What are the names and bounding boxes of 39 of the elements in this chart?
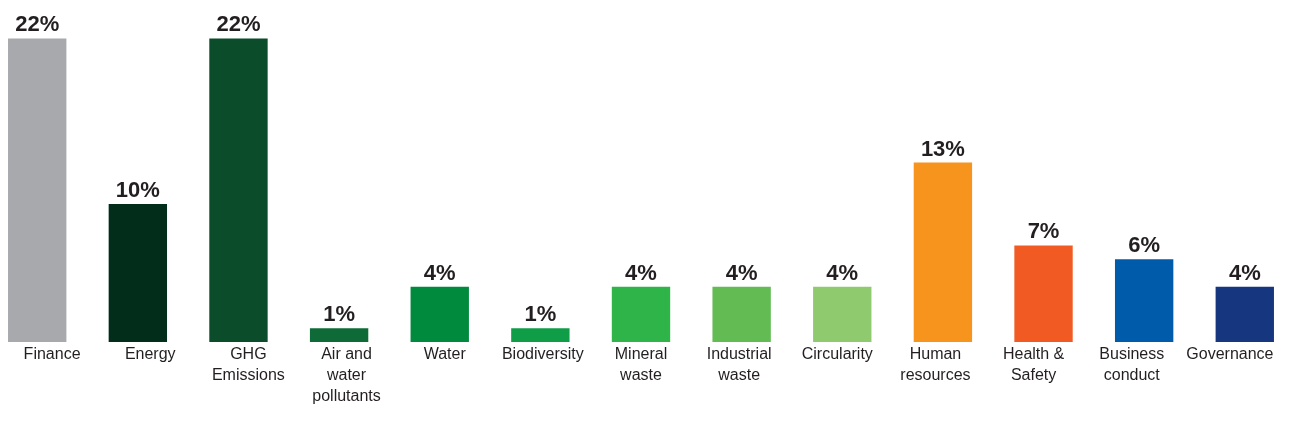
bar [1014, 245, 1073, 342]
x-tick-label: Business conduct [1099, 345, 1165, 383]
x-tick-label: Air and water pollutants [312, 345, 381, 404]
bar [1114, 259, 1174, 342]
data-label: 1% [323, 301, 356, 327]
x-tick-label: GHG Emissions [211, 345, 285, 383]
x-tick-label: Health & Safety [1002, 345, 1065, 383]
bar [813, 286, 872, 342]
data-label: 13% [920, 135, 965, 161]
x-tick-label: Circularity [801, 345, 873, 362]
data-label: 4% [625, 259, 657, 285]
x-tick-label: Industrial waste [706, 345, 772, 383]
x-tick-label: Water [423, 345, 467, 362]
bar [8, 38, 67, 342]
data-label: 4% [826, 259, 859, 285]
bar [410, 286, 469, 342]
data-label: 10% [115, 177, 160, 203]
bar [511, 328, 570, 342]
data-label: 22% [15, 11, 60, 37]
data-label: 4% [725, 259, 758, 285]
bar [712, 286, 771, 342]
bar [1215, 286, 1274, 342]
data-label: 4% [1228, 259, 1261, 285]
x-tick-label: Governance [1186, 345, 1274, 362]
x-tick-label: Biodiversity [501, 345, 584, 362]
bar [108, 204, 168, 342]
x-tick-label: Finance [23, 345, 81, 362]
data-label: 7% [1027, 218, 1060, 244]
x-tick-label: Human resources [900, 345, 971, 383]
x-tick-label: Energy [124, 345, 176, 362]
x-tick-label: Mineral waste [614, 345, 668, 383]
data-label: 4% [423, 259, 456, 285]
bar [309, 328, 369, 342]
bar [611, 286, 671, 342]
data-label: 22% [216, 11, 261, 37]
data-label: 1% [524, 301, 557, 327]
data-label: 6% [1128, 232, 1161, 258]
bar [209, 38, 268, 342]
bar [913, 162, 973, 342]
